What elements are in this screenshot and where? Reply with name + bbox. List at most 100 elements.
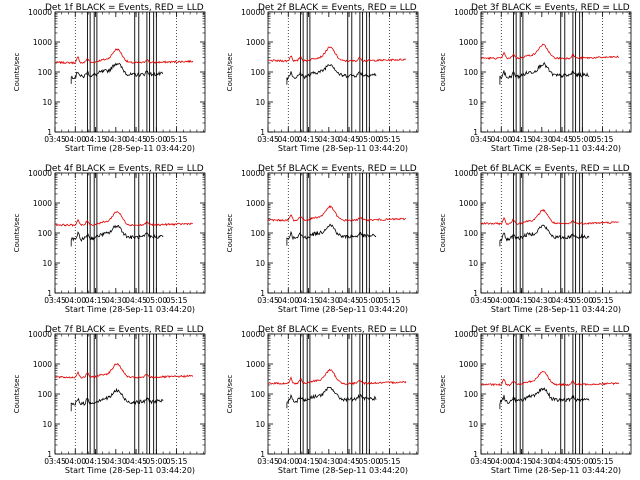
x-axis-label: Start Time (28-Sep-11 03:44:20) bbox=[65, 305, 195, 314]
y-axis-label: Counts/sec bbox=[13, 53, 21, 92]
detector-panel: Det 8f BLACK = Events, RED = LLD 1 10 100 10… bbox=[226, 325, 419, 475]
x-tick-label: 04:45 bbox=[338, 135, 360, 144]
series-events-line bbox=[499, 387, 590, 410]
x-tick-label: 04:00 bbox=[64, 457, 86, 466]
x-tick-label: 05:00 bbox=[359, 296, 381, 305]
y-tick-label: 100 bbox=[251, 390, 266, 399]
x-axis-label: Start Time (28-Sep-11 03:44:20) bbox=[278, 305, 408, 314]
x-tick-label: 05:00 bbox=[146, 457, 168, 466]
y-tick-label: 1 bbox=[473, 128, 478, 137]
series-lld-line bbox=[55, 48, 194, 65]
y-tick-label: 100 bbox=[464, 229, 479, 238]
y-axis-label: Counts/sec bbox=[439, 375, 447, 414]
series-events-line bbox=[286, 386, 377, 409]
x-tick-label: 04:45 bbox=[125, 135, 147, 144]
x-axis-label: Start Time (28-Sep-11 03:44:20) bbox=[278, 466, 408, 475]
y-tick-label: 10000 bbox=[28, 8, 52, 17]
series-events-line bbox=[286, 223, 377, 246]
y-tick-label: 1 bbox=[47, 450, 52, 459]
y-tick-label: 10 bbox=[42, 259, 52, 268]
y-tick-label: 10 bbox=[255, 420, 265, 429]
x-tick-label: 04:15 bbox=[298, 135, 320, 144]
x-tick-label: 04:45 bbox=[551, 457, 573, 466]
y-axis-label: Counts/sec bbox=[439, 214, 447, 253]
x-tick-label: 04:45 bbox=[338, 457, 360, 466]
x-tick-label: 05:00 bbox=[359, 135, 381, 144]
plot-frame bbox=[267, 333, 419, 455]
x-tick-label: 04:15 bbox=[85, 135, 107, 144]
panel-title: Det 5f BLACK = Events, RED = LLD bbox=[258, 164, 417, 174]
x-tick-label: 04:30 bbox=[105, 457, 127, 466]
x-tick-label: 03:45 bbox=[257, 296, 279, 305]
panel-title: Det 4f BLACK = Events, RED = LLD bbox=[45, 164, 204, 174]
panel-title: Det 2f BLACK = Events, RED = LLD bbox=[258, 3, 417, 13]
y-tick-label: 100 bbox=[251, 229, 266, 238]
y-tick-label: 10 bbox=[42, 98, 52, 107]
panel-title: Det 8f BLACK = Events, RED = LLD bbox=[258, 325, 417, 335]
y-tick-label: 1000 bbox=[246, 199, 265, 208]
x-tick-label: 05:00 bbox=[572, 135, 594, 144]
x-axis-label: Start Time (28-Sep-11 03:44:20) bbox=[65, 144, 195, 153]
y-tick-label: 10 bbox=[468, 259, 478, 268]
detector-panel: Det 2f BLACK = Events, RED = LLD 1 10 100 10… bbox=[226, 3, 419, 153]
y-tick-label: 10000 bbox=[241, 169, 265, 178]
x-tick-label: 04:00 bbox=[64, 296, 86, 305]
panel-title: Det 3f BLACK = Events, RED = LLD bbox=[471, 3, 630, 13]
x-tick-label: 03:45 bbox=[44, 135, 66, 144]
x-tick-label: 04:00 bbox=[490, 135, 512, 144]
x-tick-label: 05:00 bbox=[359, 457, 381, 466]
x-tick-label: 04:15 bbox=[298, 296, 320, 305]
x-tick-label: 03:45 bbox=[44, 296, 66, 305]
y-tick-label: 100 bbox=[251, 68, 266, 77]
x-tick-label: 04:15 bbox=[511, 135, 533, 144]
y-tick-label: 1000 bbox=[33, 199, 52, 208]
x-tick-label: 03:45 bbox=[257, 457, 279, 466]
y-axis-label: Counts/sec bbox=[13, 375, 21, 414]
y-tick-label: 1 bbox=[473, 289, 478, 298]
detector-panel: Det 5f BLACK = Events, RED = LLD 1 10 100 10… bbox=[226, 164, 419, 314]
y-axis-label: Counts/sec bbox=[226, 214, 234, 253]
x-tick-label: 05:15 bbox=[379, 457, 401, 466]
x-tick-label: 05:15 bbox=[166, 296, 188, 305]
y-tick-label: 100 bbox=[38, 390, 53, 399]
series-events-line bbox=[499, 224, 590, 247]
x-axis-label: Start Time (28-Sep-11 03:44:20) bbox=[65, 466, 195, 475]
detector-panel: Det 6f BLACK = Events, RED = LLD 1 10 100 10… bbox=[439, 164, 632, 314]
detector-panel: Det 3f BLACK = Events, RED = LLD 1 10 100 10… bbox=[439, 3, 632, 153]
x-tick-label: 05:00 bbox=[146, 296, 168, 305]
x-tick-label: 04:30 bbox=[318, 457, 340, 466]
x-tick-label: 03:45 bbox=[470, 296, 492, 305]
x-tick-label: 03:45 bbox=[44, 457, 66, 466]
x-tick-label: 03:45 bbox=[257, 135, 279, 144]
series-lld-line bbox=[268, 46, 407, 63]
detector-panel: Det 4f BLACK = Events, RED = LLD 1 10 100 10… bbox=[13, 164, 206, 314]
x-tick-label: 04:00 bbox=[277, 135, 299, 144]
detector-panel: Det 9f BLACK = Events, RED = LLD 1 10 100 10… bbox=[439, 325, 632, 475]
x-tick-label: 04:00 bbox=[64, 135, 86, 144]
series-events-line bbox=[286, 63, 377, 85]
y-tick-label: 10000 bbox=[454, 330, 478, 339]
series-lld-line bbox=[268, 205, 406, 222]
y-tick-label: 1000 bbox=[33, 38, 52, 47]
y-tick-label: 1000 bbox=[459, 199, 478, 208]
y-tick-label: 10 bbox=[468, 420, 478, 429]
panel-title: Det 1f BLACK = Events, RED = LLD bbox=[45, 3, 204, 13]
panel-title: Det 9f BLACK = Events, RED = LLD bbox=[471, 325, 630, 335]
y-tick-label: 100 bbox=[464, 390, 479, 399]
x-tick-label: 04:15 bbox=[298, 457, 320, 466]
plot-frame bbox=[54, 11, 206, 133]
y-axis-label: Counts/sec bbox=[226, 53, 234, 92]
y-tick-label: 100 bbox=[38, 229, 53, 238]
y-tick-label: 10000 bbox=[454, 8, 478, 17]
x-axis-label: Start Time (28-Sep-11 03:44:20) bbox=[491, 466, 621, 475]
y-axis-label: Counts/sec bbox=[13, 214, 21, 253]
x-tick-label: 04:45 bbox=[551, 135, 573, 144]
x-tick-label: 04:00 bbox=[277, 296, 299, 305]
series-events-line bbox=[499, 62, 590, 85]
x-tick-label: 05:00 bbox=[572, 457, 594, 466]
y-tick-label: 100 bbox=[464, 68, 479, 77]
series-lld-line bbox=[481, 208, 619, 226]
x-tick-label: 04:30 bbox=[531, 135, 553, 144]
series-lld-line bbox=[481, 370, 620, 387]
y-tick-label: 10 bbox=[42, 420, 52, 429]
